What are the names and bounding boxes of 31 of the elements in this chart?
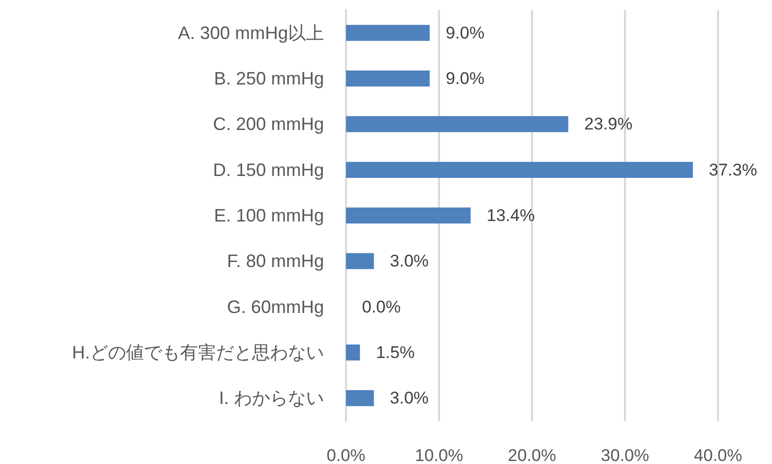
data-label: 3.0% — [390, 252, 429, 271]
x-tick-label: 10.0% — [414, 446, 464, 464]
data-label: 9.0% — [446, 69, 484, 88]
data-label: 23.9% — [584, 114, 632, 134]
data-label: 0.0% — [362, 297, 401, 316]
y-tick-label: F. 80 mmHg — [226, 251, 324, 272]
data-label: 1.5% — [376, 343, 415, 362]
bar — [346, 344, 360, 360]
y-tick-label: C. 200 mmHg — [212, 114, 324, 134]
y-tick-label: G. 60mmHg — [226, 296, 324, 317]
bar — [346, 116, 568, 132]
y-tick-label: A. 300 mmHg以上 — [178, 22, 324, 43]
y-tick-label: D. 150 mmHg — [212, 160, 324, 180]
data-label: 3.0% — [390, 388, 429, 408]
y-tick-label: B. 250 mmHg — [214, 68, 324, 88]
data-label: 9.0% — [446, 23, 484, 42]
bar — [346, 390, 374, 406]
x-tick-label: 0.0% — [326, 446, 366, 464]
x-tick-label: 40.0% — [694, 446, 742, 464]
data-label: 13.4% — [486, 206, 535, 225]
y-tick-label: H.どの値でも有害だと思わない — [72, 342, 324, 362]
y-tick-label: I. わからない — [218, 388, 324, 408]
y-tick-label: E. 100 mmHg — [214, 206, 324, 226]
bar — [346, 253, 374, 270]
bar — [346, 162, 693, 178]
x-tick-label: 20.0% — [508, 446, 556, 464]
data-label: 37.3% — [708, 160, 758, 180]
bar — [346, 70, 430, 86]
bar — [346, 24, 430, 41]
bar — [346, 208, 471, 224]
x-tick-label: 30.0% — [600, 446, 650, 464]
